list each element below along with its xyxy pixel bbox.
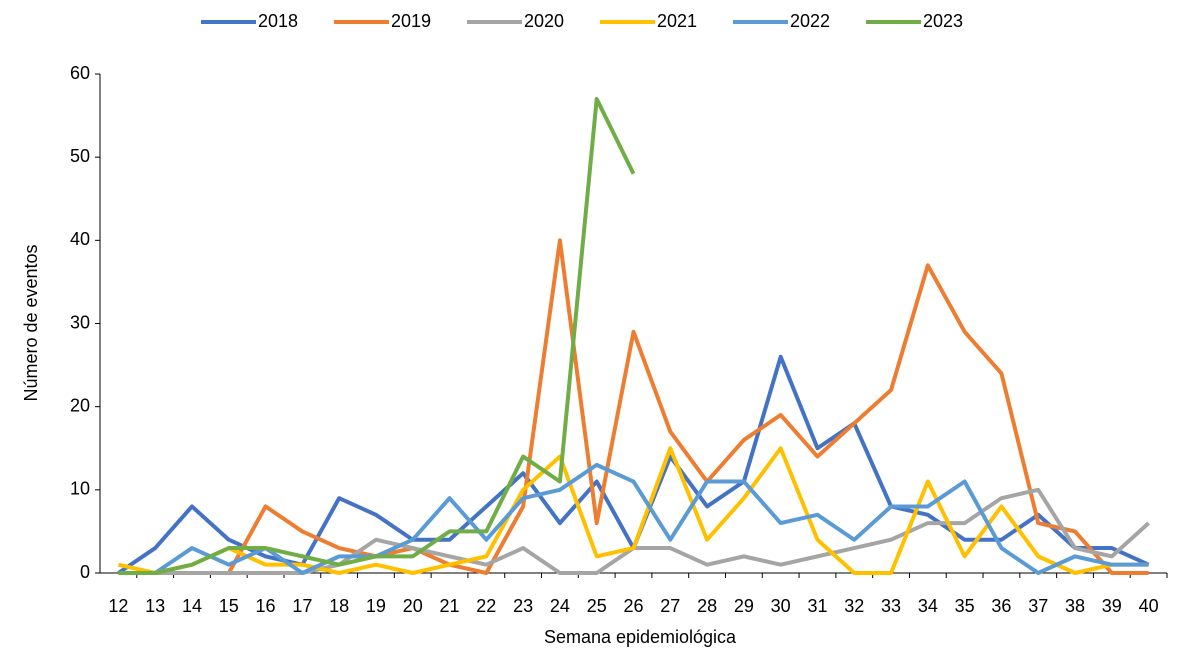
x-axis-title: Semana epidemiológica xyxy=(544,627,737,647)
x-tick-label: 31 xyxy=(807,596,827,616)
x-tick-label: 27 xyxy=(660,596,680,616)
x-tick-label: 17 xyxy=(292,596,312,616)
legend-label: 2023 xyxy=(923,11,963,31)
x-tick-label: 26 xyxy=(623,596,643,616)
x-tick-label: 35 xyxy=(955,596,975,616)
x-tick-label: 22 xyxy=(476,596,496,616)
x-tick-label: 14 xyxy=(182,596,202,616)
legend-label: 2020 xyxy=(524,11,564,31)
x-tick-label: 33 xyxy=(881,596,901,616)
y-tick-label: 10 xyxy=(70,479,90,499)
x-tick-label: 21 xyxy=(440,596,460,616)
legend-label: 2019 xyxy=(391,11,431,31)
x-tick-label: 15 xyxy=(219,596,239,616)
y-tick-label: 20 xyxy=(70,395,90,415)
y-tick-label: 0 xyxy=(80,562,90,582)
y-tick-label: 30 xyxy=(70,312,90,332)
y-axis-title: Número de eventos xyxy=(21,244,41,401)
y-tick-label: 40 xyxy=(70,229,90,249)
x-tick-label: 23 xyxy=(513,596,533,616)
x-tick-label: 13 xyxy=(145,596,165,616)
x-tick-label: 30 xyxy=(771,596,791,616)
x-tick-label: 12 xyxy=(108,596,128,616)
legend-label: 2021 xyxy=(657,11,697,31)
x-tick-label: 16 xyxy=(256,596,276,616)
x-tick-label: 19 xyxy=(366,596,386,616)
series-line xyxy=(118,238,1149,575)
x-tick-label: 38 xyxy=(1065,596,1085,616)
x-tick-label: 34 xyxy=(918,596,938,616)
legend-label: 2018 xyxy=(258,11,298,31)
x-tick-label: 18 xyxy=(329,596,349,616)
x-tick-label: 25 xyxy=(587,596,607,616)
series-line xyxy=(118,96,636,575)
x-tick-label: 40 xyxy=(1139,596,1159,616)
x-tick-label: 28 xyxy=(697,596,717,616)
x-tick-label: 39 xyxy=(1102,596,1122,616)
y-tick-label: 50 xyxy=(70,146,90,166)
y-tick-label: 60 xyxy=(70,63,90,83)
x-tick-label: 20 xyxy=(403,596,423,616)
series-line xyxy=(117,354,1150,575)
legend-label: 2022 xyxy=(790,11,830,31)
x-tick-label: 32 xyxy=(844,596,864,616)
x-tick-label: 36 xyxy=(991,596,1011,616)
series-line xyxy=(118,462,1149,575)
x-tick-label: 37 xyxy=(1028,596,1048,616)
x-tick-label: 29 xyxy=(734,596,754,616)
x-tick-label: 24 xyxy=(550,596,570,616)
